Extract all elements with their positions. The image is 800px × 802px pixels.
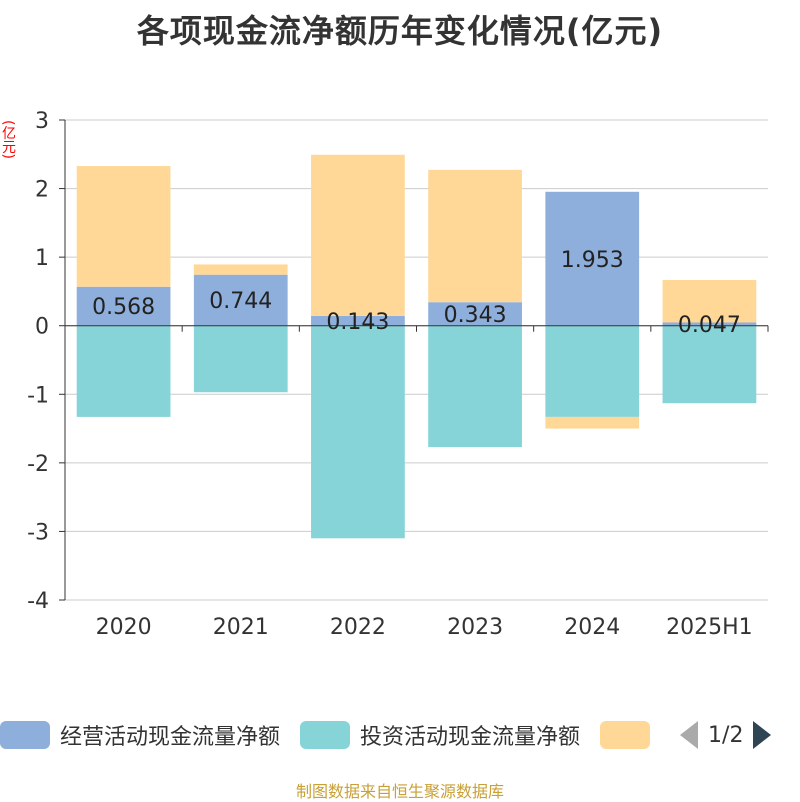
bar-series1-2022 [311,325,405,539]
legend: 经营活动现金流量净额 投资活动现金流量净额 1/2 [0,718,772,752]
bar-series0-2024 [545,191,640,326]
bar-series1-2023 [428,325,522,448]
data-label: 0.143 [326,310,389,335]
legend-swatch-investing[interactable] [300,721,351,749]
chart-title: 各项现金流净额历年变化情况(亿元) [136,12,664,50]
bar-series0-2025H1 [662,322,757,326]
y-tick-label: -1 [27,383,49,408]
legend-page-indicator: 1/2 [708,722,744,748]
bar-series0-2020 [76,286,171,326]
y-tick-label: 1 [35,246,49,271]
bar-series2-2022 [311,154,405,316]
x-tick-label: 2025H1 [666,615,753,640]
bar-series2-2021 [193,264,288,275]
bar-series0-2022 [311,315,405,326]
bar-series0-2023 [428,302,522,326]
x-tick-label: 2022 [330,615,386,640]
y-tick-label: 0 [35,315,49,340]
data-label: 0.568 [92,295,155,320]
data-label: 0.343 [444,303,507,328]
legend-label-operating[interactable]: 经营活动现金流量净额 [60,725,281,750]
legend-prev-page-icon[interactable] [680,721,699,749]
bar-series2-2024 [545,416,640,429]
bar-series1-2024 [545,325,640,417]
bar-series2-2020 [76,166,171,287]
data-label: 0.744 [209,289,272,314]
bar-series2-2023 [428,169,522,303]
bar-series1-2020 [76,325,171,417]
legend-next-page-icon[interactable] [753,721,772,749]
y-tick-label: -2 [27,452,49,477]
data-label: 1.953 [561,248,624,273]
x-tick-label: 2023 [447,615,503,640]
bar-series1-2021 [193,325,288,393]
bar-series0-2021 [193,274,288,326]
legend-label-investing[interactable]: 投资活动现金流量净额 [360,725,581,750]
y-axis-unit: (亿元) [0,120,16,159]
x-tick-label: 2024 [564,615,620,640]
y-tick-label: -3 [27,520,49,545]
y-tick-label: 3 [35,109,49,134]
legend-swatch-financing[interactable] [600,721,651,749]
y-tick-label: 2 [35,178,49,203]
bar-series2-2025H1 [662,279,757,323]
source-note: 制图数据来自恒生聚源数据库 [295,782,504,801]
bar-series1-2025H1 [662,325,757,404]
y-tick-label: -4 [27,589,49,614]
x-tick-label: 2021 [213,615,269,640]
data-label: 0.047 [678,313,741,338]
x-tick-label: 2020 [96,615,152,640]
legend-swatch-operating[interactable] [0,721,50,749]
